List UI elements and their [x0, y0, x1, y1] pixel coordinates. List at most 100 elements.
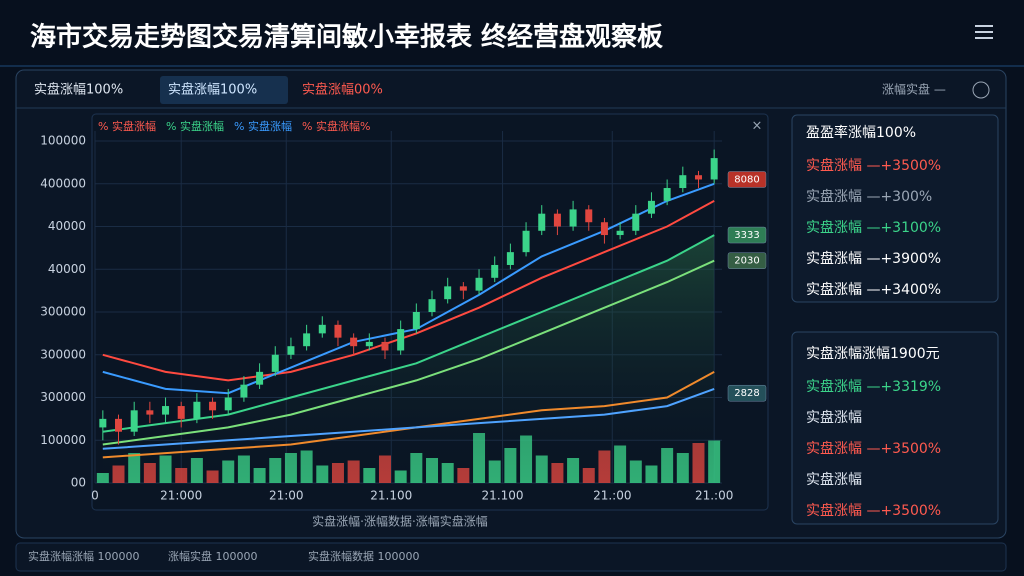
candle-body [334, 324, 342, 338]
stats-panel [791, 114, 999, 303]
stats-panel [791, 331, 999, 525]
moving-average-line [102, 234, 715, 433]
candle-body [287, 346, 295, 355]
candle-body [475, 277, 483, 291]
moving-average-line [102, 259, 715, 446]
price-tag-label: 2030 [734, 256, 759, 267]
toolbar-text: 涨幅实盘 — [882, 82, 946, 97]
candle-body [256, 371, 264, 385]
candle-body [710, 158, 718, 180]
x-tick-label: 0 [91, 489, 99, 503]
candle-body [115, 418, 123, 432]
candle-body [632, 213, 640, 231]
y-tick-label: 100000 [40, 433, 86, 447]
panel-row: 实盘涨幅 —+3500% [806, 502, 941, 519]
candle-body [491, 264, 499, 278]
panel-row: 实盘涨幅 —+3500% [806, 157, 941, 174]
panel-title: 实盘涨幅涨幅1900元 [806, 345, 940, 362]
y-tick-label: 300000 [40, 390, 86, 404]
panel-row: 实盘涨幅 —+3100% [806, 219, 941, 236]
x-tick-label: 21.100 [370, 489, 412, 503]
status-item: 实盘涨幅涨幅 100000 [28, 549, 140, 563]
chart-caption: 实盘涨幅·涨幅数据·涨幅实盘涨幅 [312, 514, 488, 529]
price-tag-label: 2828 [734, 388, 759, 399]
y-tick-label: 300000 [40, 347, 86, 361]
tab[interactable]: 实盘涨幅00% [302, 82, 383, 98]
menu-button[interactable] [975, 25, 993, 39]
candle-body [585, 209, 593, 223]
candle-body [506, 252, 514, 265]
price-tag [727, 384, 767, 402]
candle-body [365, 341, 373, 347]
tab[interactable]: 实盘涨幅100% [34, 82, 123, 98]
candle-body [397, 329, 405, 351]
x-tick-label: 21:000 [160, 489, 202, 503]
x-tick-label: 21.:00 [695, 489, 733, 503]
x-tick-label: 21:00 [269, 489, 304, 503]
candle-body [303, 333, 311, 347]
app-title: 海市交易走势图交易清算间敏小幸报表 终经营盘观察板 [30, 22, 663, 53]
candle-body [569, 209, 577, 227]
candle-body [600, 222, 608, 236]
candle-body [428, 299, 436, 312]
toolbar-button[interactable] [972, 81, 990, 99]
legend-entry: % 实盘涨幅 [166, 119, 224, 133]
candle-body [240, 384, 248, 398]
status-bar [15, 542, 1007, 572]
y-tick-label: 400000 [40, 176, 86, 190]
price-tag-label: 8080 [734, 174, 759, 185]
moving-average-line [102, 200, 715, 382]
price-tag [727, 252, 767, 269]
candle-body [381, 341, 389, 351]
status-item: 实盘涨幅数据 100000 [308, 549, 420, 563]
panel-row: 实盘涨幅 [806, 409, 862, 426]
candle-body [444, 286, 452, 300]
y-tick-label: 00 [71, 476, 86, 490]
panel-row: 实盘涨幅 —+300% [806, 188, 932, 205]
panel-row: 实盘涨幅 —+3900% [806, 250, 941, 267]
candle-body [616, 230, 624, 236]
chart-close[interactable]: × [752, 119, 763, 134]
candle-body [318, 324, 326, 334]
candle-body [679, 175, 687, 189]
candle-body [459, 286, 467, 291]
y-tick-label: 40000 [48, 262, 86, 276]
candle-body [663, 188, 671, 201]
tab-active[interactable] [160, 76, 288, 104]
legend-entry: % 实盘涨幅% [302, 119, 370, 133]
candle-body [130, 410, 138, 432]
legend-entry: % 实盘涨幅 [234, 119, 292, 133]
y-tick-label: 100000 [40, 134, 86, 148]
candle-body [224, 397, 232, 411]
price-tag [727, 171, 767, 188]
candle-body [522, 230, 530, 253]
candle-body [99, 418, 107, 428]
panel-row: 实盘涨幅 [806, 471, 862, 488]
candle-body [271, 354, 279, 372]
candle-body [647, 200, 655, 214]
candle-body [193, 401, 201, 419]
candle-body [553, 213, 561, 227]
candle-body [162, 406, 170, 415]
price-tag [727, 226, 767, 244]
x-tick-label: 21.:00 [593, 489, 631, 503]
x-tick-label: 21.100 [482, 489, 524, 503]
candle-body [209, 401, 217, 411]
status-item: 涨幅实盘 100000 [168, 549, 258, 563]
y-tick-label: 300000 [40, 305, 86, 319]
candle-body [350, 337, 358, 347]
panel-row: 实盘涨幅 —+3400% [806, 281, 941, 298]
candle-body [538, 213, 546, 231]
legend-entry: % 实盘涨幅 [98, 119, 156, 133]
tab[interactable]: 实盘涨幅100% [168, 82, 257, 98]
candle-body [412, 312, 420, 330]
candle-body [177, 406, 185, 419]
panel-title: 盈盈率涨幅100% [806, 124, 916, 141]
moving-average-line [102, 387, 715, 450]
candle-body [694, 175, 702, 180]
candle-body [146, 410, 154, 415]
y-tick-label: 40000 [48, 219, 86, 233]
panel-row: 实盘涨幅 —+3319% [806, 378, 941, 395]
